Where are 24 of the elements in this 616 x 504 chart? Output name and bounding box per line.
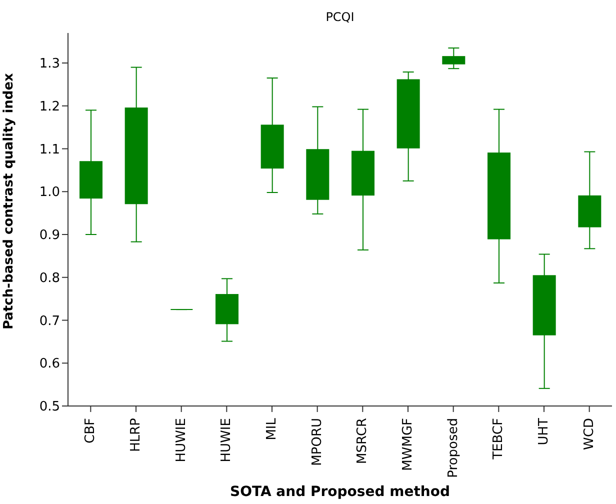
x-tick-label: CBF xyxy=(83,418,98,444)
y-tick-label: 0.8 xyxy=(39,270,60,286)
y-tick-label: 0.9 xyxy=(39,228,60,244)
x-tick-label: MWMGF xyxy=(400,418,416,471)
x-axis-title: SOTA and Proposed method xyxy=(230,484,450,500)
y-tick-label: 0.5 xyxy=(39,400,60,415)
y-tick-label: 1.2 xyxy=(39,100,60,114)
y-tick-label: 0.6 xyxy=(39,356,60,372)
chart-title: PCQI xyxy=(324,10,356,24)
y-tick-label: 0.7 xyxy=(39,314,60,329)
y-tick-label: 1.3 xyxy=(39,56,60,72)
y-tick-label: 1.1 xyxy=(39,142,60,158)
x-tick-label: MSRCR xyxy=(355,418,370,464)
x-tick-label: Proposed xyxy=(446,418,461,478)
y-axis-title: Patch-based contrast quality index xyxy=(2,72,17,330)
x-tick-label: HUWIE xyxy=(174,418,189,462)
x-tick-label: HUWIE xyxy=(219,418,234,462)
y-tick-label: 1.0 xyxy=(39,185,60,200)
x-tick-label: WCD xyxy=(582,418,597,450)
x-tick-label: HLRP xyxy=(128,418,144,452)
x-tick-label: TEBCF xyxy=(491,418,506,460)
x-tick-label: MPORU xyxy=(310,418,325,466)
x-tick-label: MIL xyxy=(264,417,280,440)
x-tick-label: UHT xyxy=(536,418,552,446)
